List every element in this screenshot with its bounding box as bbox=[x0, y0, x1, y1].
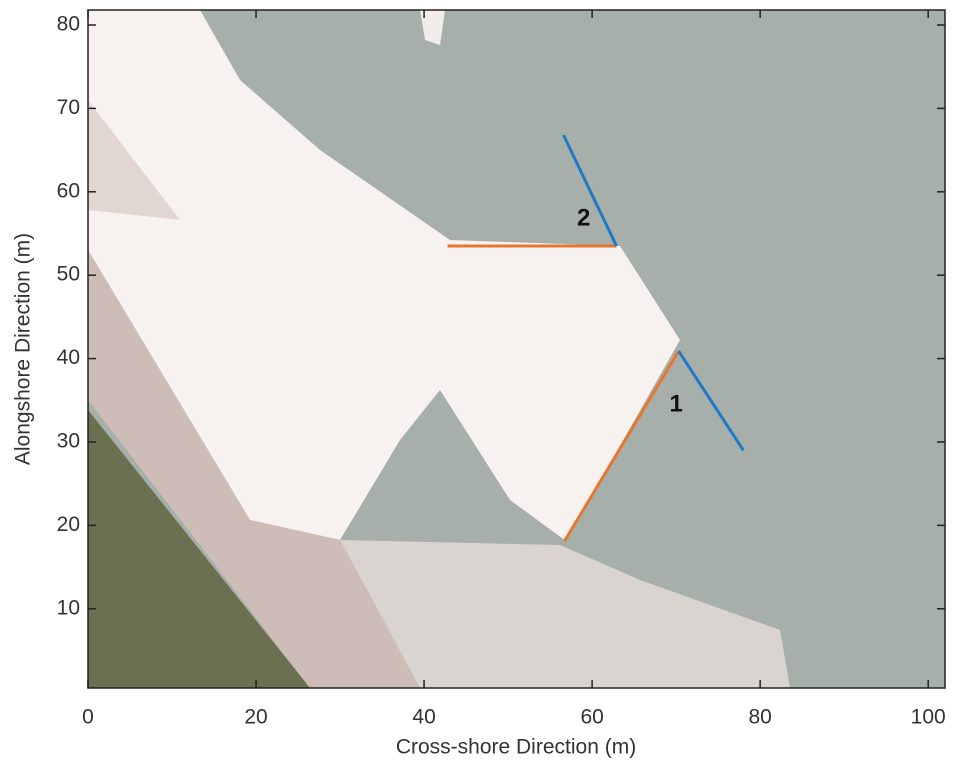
annotation: 2 bbox=[577, 205, 590, 232]
x-tick-label: 20 bbox=[244, 706, 267, 729]
y-tick-label: 20 bbox=[57, 513, 80, 536]
x-tick-label: 100 bbox=[911, 706, 946, 729]
y-tick-label: 50 bbox=[57, 263, 80, 286]
x-tick-label: 0 bbox=[82, 706, 94, 729]
x-tick-label: 40 bbox=[412, 706, 435, 729]
x-tick-label: 60 bbox=[580, 706, 603, 729]
x-tick-label: 80 bbox=[748, 706, 771, 729]
y-tick-label: 40 bbox=[57, 346, 80, 369]
y-tick-label: 60 bbox=[57, 179, 80, 202]
y-tick-label: 10 bbox=[57, 596, 80, 619]
annotation: 1 bbox=[669, 391, 682, 418]
y-tick-label: 30 bbox=[57, 430, 80, 453]
y-tick-label: 80 bbox=[57, 13, 80, 36]
background-image bbox=[88, 10, 945, 688]
x-axis-label: Cross-shore Direction (m) bbox=[396, 736, 636, 759]
chart: Cross-shore Direction (m) Alongshore Dir… bbox=[0, 0, 954, 767]
y-tick-label: 70 bbox=[57, 96, 80, 119]
y-axis-label: Alongshore Direction (m) bbox=[12, 233, 35, 465]
